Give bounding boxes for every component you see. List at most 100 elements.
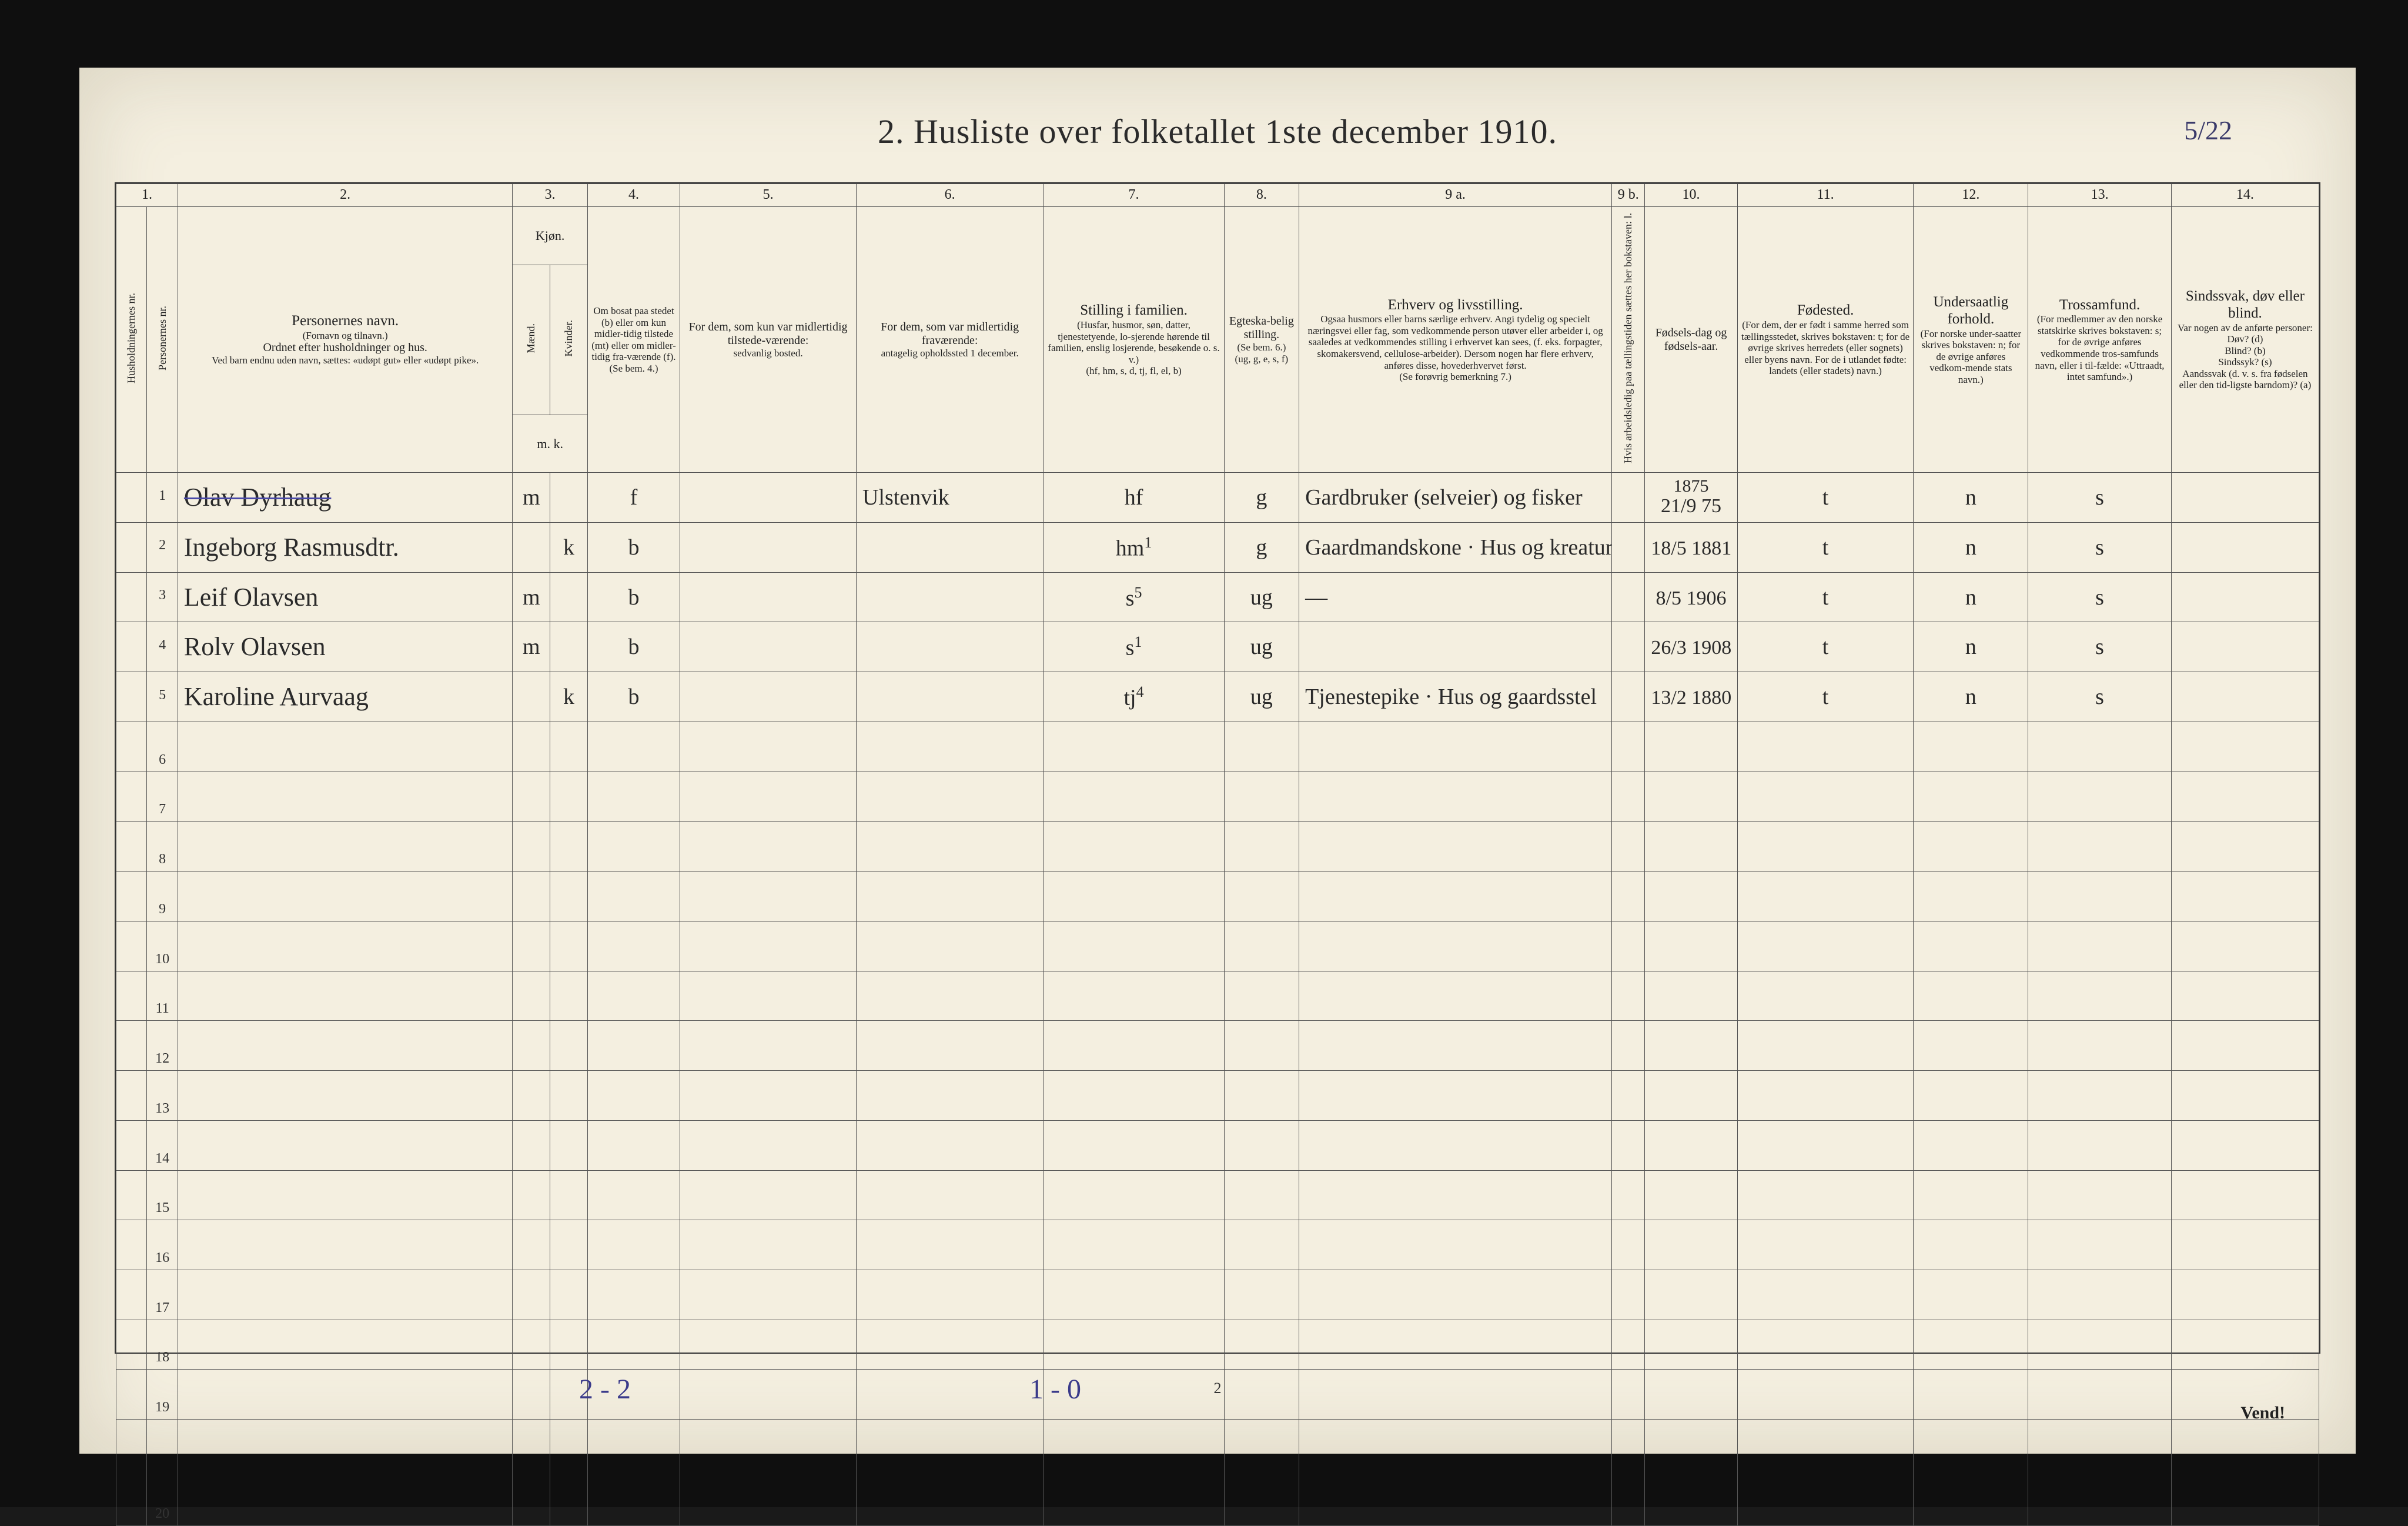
colnum-5: 5. xyxy=(680,184,857,207)
cell-name: Karoline Aurvaag xyxy=(178,672,513,722)
table-row: 10 xyxy=(116,921,2319,971)
household-nr xyxy=(116,672,147,722)
cell-disability xyxy=(2171,473,2319,523)
cell-disability xyxy=(2171,522,2319,572)
table-row: 15 xyxy=(116,1170,2319,1220)
cell-birthdate: 13/2 1880 xyxy=(1645,672,1737,722)
table-body: 1Olav DyrhaugmfUlstenvikhfgGardbruker (s… xyxy=(116,473,2319,1526)
person-nr: 15 xyxy=(147,1170,178,1220)
household-nr xyxy=(116,772,147,822)
cell-family-pos: hf xyxy=(1044,473,1224,523)
colnum-11: 11. xyxy=(1737,184,1914,207)
cell-birthplace: t xyxy=(1737,522,1914,572)
cell-occupation: Tjenestepike · Hus og gaardsstel xyxy=(1299,672,1612,722)
cell-name: Rolv Olavsen xyxy=(178,622,513,672)
household-nr xyxy=(116,871,147,921)
col3-mk: m. k. xyxy=(513,415,587,473)
person-nr: 12 xyxy=(147,1021,178,1071)
person-nr: 6 xyxy=(147,722,178,772)
cell-birthdate: 26/3 1908 xyxy=(1645,622,1737,672)
col13-religion: Trossamfund. (For medlemmer av den norsk… xyxy=(2028,207,2172,473)
household-nr xyxy=(116,1220,147,1270)
cell-absent-place xyxy=(856,672,1043,722)
table-row: 2Ingeborg Rasmusdtr.kbhm1gGaardmandskone… xyxy=(116,522,2319,572)
cell-occupation xyxy=(1299,622,1612,672)
household-nr xyxy=(116,1071,147,1121)
cell-absent-place xyxy=(856,622,1043,672)
cell-religion: s xyxy=(2028,672,2172,722)
col8-marital: Egteska-belig stilling. (Se bem. 6.) (ug… xyxy=(1224,207,1299,473)
cell-sex-k xyxy=(550,572,588,622)
colnum-7: 7. xyxy=(1044,184,1224,207)
cell-present-place xyxy=(680,572,857,622)
col11-birthplace: Fødested. (For dem, der er født i samme … xyxy=(1737,207,1914,473)
column-number-row: 1. 2. 3. 4. 5. 6. 7. 8. 9 a. 9 b. 10. 11… xyxy=(116,184,2319,207)
cell-name: Ingeborg Rasmusdtr. xyxy=(178,522,513,572)
page-title: 2. Husliste over folketallet 1ste decemb… xyxy=(79,112,2356,151)
cell-present-place xyxy=(680,672,857,722)
person-nr: 5 xyxy=(147,672,178,722)
col9a-occupation: Erhverv og livsstilling. Ogsaa husmors e… xyxy=(1299,207,1612,473)
col3-k: Kvinder. xyxy=(550,265,588,415)
census-table: 1. 2. 3. 4. 5. 6. 7. 8. 9 a. 9 b. 10. 11… xyxy=(115,182,2320,1354)
census-page: 2. Husliste over folketallet 1ste decemb… xyxy=(79,68,2356,1454)
colnum-8: 8. xyxy=(1224,184,1299,207)
col7-family: Stilling i familien. (Husfar, husmor, sø… xyxy=(1044,207,1224,473)
table-row: 11 xyxy=(116,971,2319,1021)
table-row: 12 xyxy=(116,1021,2319,1071)
person-nr: 10 xyxy=(147,921,178,971)
vend-label: Vend! xyxy=(2240,1403,2285,1423)
colnum-3: 3. xyxy=(513,184,587,207)
cell-unemployed xyxy=(1612,672,1645,722)
household-nr xyxy=(116,1270,147,1320)
scan-frame: 2. Husliste over folketallet 1ste decemb… xyxy=(0,0,2408,1507)
colnum-6: 6. xyxy=(856,184,1043,207)
col1-household-nr: Husholdningernes nr. xyxy=(116,207,147,473)
colnum-2: 2. xyxy=(178,184,513,207)
cell-occupation: Gardbruker (selveier) og fisker xyxy=(1299,473,1612,523)
cell-unemployed xyxy=(1612,622,1645,672)
cell-sex-k: k xyxy=(550,672,588,722)
cell-nationality: n xyxy=(1914,522,2028,572)
cell-unemployed xyxy=(1612,572,1645,622)
cell-nationality: n xyxy=(1914,473,2028,523)
cell-religion: s xyxy=(2028,622,2172,672)
cell-occupation: — xyxy=(1299,572,1612,622)
table-row: 3Leif Olavsenmbs5ug—8/5 1906tns xyxy=(116,572,2319,622)
household-nr xyxy=(116,1120,147,1170)
cell-sex-m xyxy=(513,522,550,572)
cell-nationality: n xyxy=(1914,672,2028,722)
household-nr xyxy=(116,921,147,971)
cell-residence: b xyxy=(587,672,680,722)
person-nr: 16 xyxy=(147,1220,178,1270)
cell-disability xyxy=(2171,672,2319,722)
person-nr: 1 xyxy=(147,473,178,523)
table-row: 20 xyxy=(116,1420,2319,1526)
household-nr xyxy=(116,572,147,622)
col14-disability: Sindssvak, døv eller blind. Var nogen av… xyxy=(2171,207,2319,473)
colnum-12: 12. xyxy=(1914,184,2028,207)
col6-fravaer: For dem, som var midlertidig fraværende:… xyxy=(856,207,1043,473)
table-row: 17 xyxy=(116,1270,2319,1320)
cell-sex-k xyxy=(550,473,588,523)
table-row: 18 xyxy=(116,1320,2319,1370)
cell-absent-place xyxy=(856,522,1043,572)
cell-present-place xyxy=(680,473,857,523)
cell-birthdate: 8/5 1906 xyxy=(1645,572,1737,622)
table-head: 1. 2. 3. 4. 5. 6. 7. 8. 9 a. 9 b. 10. 11… xyxy=(116,184,2319,473)
cell-marital: ug xyxy=(1224,572,1299,622)
colnum-4: 4. xyxy=(587,184,680,207)
table-row: 8 xyxy=(116,822,2319,871)
person-nr: 13 xyxy=(147,1071,178,1121)
table-row: 7 xyxy=(116,772,2319,822)
cell-present-place xyxy=(680,522,857,572)
cell-marital: ug xyxy=(1224,672,1299,722)
col1b-person-nr: Personernes nr. xyxy=(147,207,178,473)
table-row: 16 xyxy=(116,1220,2319,1270)
person-nr: 11 xyxy=(147,971,178,1021)
cell-absent-place xyxy=(856,572,1043,622)
footer-page-number: 2 xyxy=(79,1380,2356,1397)
person-nr: 17 xyxy=(147,1270,178,1320)
table-row: 9 xyxy=(116,871,2319,921)
person-nr: 7 xyxy=(147,772,178,822)
